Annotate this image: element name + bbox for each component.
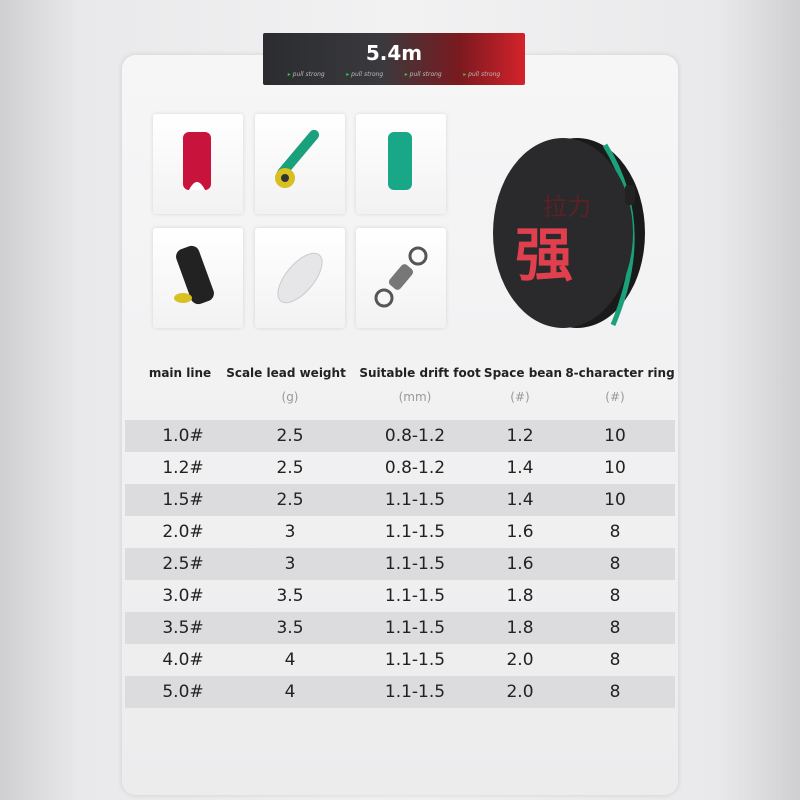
table-row: 1.5# 2.5 1.1-1.5 1.4 10 [125,484,675,516]
product-black-lead-seat [153,228,243,328]
table-cell: 4 [284,682,296,702]
table-cell: 0.8-1.2 [384,458,446,478]
unit-space-bean: (#) [510,390,530,404]
tagline: pull strong [346,71,383,78]
svg-text:拉力: 拉力 [543,193,591,221]
table-cell: 1.4 [506,490,534,510]
table-cell: 1.8 [506,618,534,638]
table-cell: 1.0# [162,426,204,446]
tagline: pull strong [405,71,442,78]
table-cell: 1.1-1.5 [384,682,446,702]
table-cell: 0.8-1.2 [384,426,446,446]
unit-mm: (mm) [398,390,432,404]
table-cell: 1.1-1.5 [384,618,446,638]
header-main-line: main line [148,366,212,380]
table-cell: 1.1-1.5 [384,650,446,670]
table-row: 3.0# 3.5 1.1-1.5 1.8 8 [125,580,675,612]
table-row: 1.2# 2.5 0.8-1.2 1.4 10 [125,452,675,484]
table-cell: 1.1-1.5 [384,490,446,510]
table-cell: 5.0# [162,682,204,702]
table-cell: 3.5 [276,586,304,606]
banner-title: 5.4m [365,41,423,65]
table-row: 1.0# 2.5 0.8-1.2 1.2 10 [125,420,675,452]
table-cell: 1.1-1.5 [384,586,446,606]
svg-text:强: 强 [515,221,573,289]
table-cell: 1.8 [506,586,534,606]
table-cell: 8 [609,586,621,606]
table-cell: 1.6 [506,554,534,574]
table-cell: 8 [609,650,621,670]
table-cell: 2.5# [162,554,204,574]
tagline: pull strong [288,71,325,78]
header-space-bean: Space bean [483,366,563,380]
table-cell: 1.5# [162,490,204,510]
unit-ring: (#) [605,390,625,404]
table-cell: 8 [609,522,621,542]
table-cell: 3.5# [162,618,204,638]
product-float-seat [255,114,345,214]
table-cell: 10 [604,458,626,478]
table-cell: 2.0 [506,650,534,670]
table-cell: 3 [284,554,296,574]
table-cell: 8 [609,554,621,574]
table-row: 2.0# 3 1.1-1.5 1.6 8 [125,516,675,548]
table-cell: 2.5 [276,490,304,510]
table-row: 3.5# 3.5 1.1-1.5 1.8 8 [125,612,675,644]
table-cell: 4.0# [162,650,204,670]
header-lead-weight: Scale lead weight [226,366,346,380]
table-cell: 1.6 [506,522,534,542]
table-cell: 2.5 [276,426,304,446]
table-cell: 1.4 [506,458,534,478]
line-reel-image: 拉力 强 [485,115,655,340]
table-cell: 10 [604,426,626,446]
table-cell: 3.5 [276,618,304,638]
product-red-space-bean [153,114,243,214]
table-cell: 1.1-1.5 [384,522,446,542]
tagline: pull strong [463,71,500,78]
table-row: 2.5# 3 1.1-1.5 1.6 8 [125,548,675,580]
table-cell: 8 [609,618,621,638]
table-cell: 3.0# [162,586,204,606]
header-ring: 8-character ring [565,366,675,380]
table-cell: 10 [604,490,626,510]
banner-taglines: pull strong pull strong pull strong pull… [263,71,525,78]
table-cell: 2.0# [162,522,204,542]
header-drift-foot: Suitable drift foot [359,366,481,380]
product-swivel-ring [356,228,446,328]
unit-g: (g) [281,390,299,404]
table-cell: 3 [284,522,296,542]
product-clear-bead [255,228,345,328]
table-cell: 2.0 [506,682,534,702]
length-banner: 5.4m pull strong pull strong pull strong… [263,33,525,85]
table-row: 5.0# 4 1.1-1.5 2.0 8 [125,676,675,708]
table-cell: 4 [284,650,296,670]
table-row: 4.0# 4 1.1-1.5 2.0 8 [125,644,675,676]
table-cell: 1.2# [162,458,204,478]
table-cell: 8 [609,682,621,702]
table-cell: 1.1-1.5 [384,554,446,574]
table-cell: 1.2 [506,426,534,446]
product-green-space-bean [356,114,446,214]
table-cell: 2.5 [276,458,304,478]
